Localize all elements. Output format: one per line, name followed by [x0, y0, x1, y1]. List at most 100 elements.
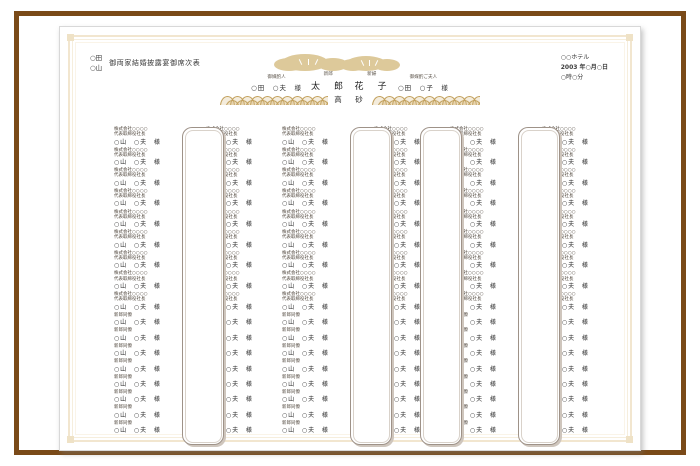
guest-entry[interactable]: 株式会社○○○○代表取締役社長○山 ○夫 様 — [282, 127, 354, 146]
guest-organization: 新郎同僚 — [282, 328, 300, 334]
guest-name: ○山 ○夫 様 — [114, 411, 161, 419]
guest-name: ○山 ○夫 様 — [374, 334, 421, 342]
guest-role: 代表取締役社長 — [114, 235, 146, 241]
guest-role: 代表取締役社長 — [450, 214, 482, 220]
guest-entry[interactable]: 株式会社○○○○代表取締役社長○山 ○夫 様 — [114, 271, 186, 290]
cloud-motif-icon — [220, 51, 480, 73]
guest-name: ○山 ○夫 様 — [114, 221, 161, 229]
guest-name: ○山 ○夫 様 — [282, 427, 329, 435]
guest-entry[interactable]: 株式会社○○○○代表取締役社長○山 ○夫 様 — [282, 230, 354, 249]
guest-name: ○山 ○夫 様 — [206, 159, 253, 167]
guest-entry[interactable]: 新郎同僚○山 ○夫 様 — [114, 405, 186, 418]
venue-name: ○○ホテル — [560, 54, 590, 61]
guest-entry[interactable]: 株式会社○○○○代表取締役社長○山 ○夫 様 — [450, 168, 522, 187]
guest-role: 代表取締役社長 — [450, 132, 482, 138]
guest-entry[interactable]: 新郎同僚○山 ○夫 様 — [282, 328, 354, 341]
guest-entry[interactable]: 株式会社○○○○代表取締役社長○山 ○夫 様 — [450, 271, 522, 290]
guest-entry[interactable]: 新郎同僚○山 ○夫 様 — [114, 313, 186, 326]
guest-name: ○山 ○夫 様 — [450, 159, 497, 167]
guest-entry[interactable]: 新郎同僚○山 ○夫 様 — [282, 405, 354, 418]
guest-entry[interactable]: 株式会社○○○○代表取締役社長○山 ○夫 様 — [450, 230, 522, 249]
guest-organization: 新郎同僚 — [282, 420, 300, 426]
guest-entry[interactable]: 新郎同僚○山 ○夫 様 — [282, 359, 354, 372]
guest-entry[interactable]: 株式会社○○○○代表取締役社長○山 ○夫 様 — [282, 148, 354, 167]
banquet-table-2[interactable] — [350, 127, 392, 445]
guest-name: ○山 ○夫 様 — [114, 319, 161, 327]
guest-entry[interactable]: 新郎同僚○山 ○夫 様 — [114, 344, 186, 357]
guest-entry[interactable]: 新郎同僚○山 ○夫 様 — [114, 390, 186, 403]
guest-name: ○山 ○夫 様 — [206, 303, 253, 311]
guest-name: ○山 ○夫 様 — [374, 159, 421, 167]
banquet-table-3[interactable] — [420, 127, 462, 445]
guest-name: ○山 ○夫 様 — [542, 334, 589, 342]
guest-entry[interactable]: 株式会社○○○○代表取締役社長○山 ○夫 様 — [114, 148, 186, 167]
guest-entry[interactable]: 新郎同僚○山 ○夫 様 — [114, 421, 186, 434]
guest-entry[interactable]: 株式会社○○○○代表取締役社長○山 ○夫 様 — [114, 230, 186, 249]
guest-entry[interactable]: 株式会社○○○○代表取締役社長○山 ○夫 様 — [450, 148, 522, 167]
guest-entry[interactable]: 株式会社○○○○代表取締役社長○山 ○夫 様 — [282, 292, 354, 311]
guest-name: ○山 ○夫 様 — [206, 241, 253, 249]
guest-name: ○山 ○夫 様 — [282, 241, 329, 249]
guest-organization: 株式会社○○○○ — [282, 271, 316, 277]
guest-name: ○山 ○夫 様 — [282, 159, 329, 167]
guest-entry[interactable]: 新郎同僚○山 ○夫 様 — [114, 375, 186, 388]
seating-area: 株式会社○○○○ 代表取締役社長 ○山 ○夫 様株式会社○○○○ 代表取締役社長 ○山 … — [86, 127, 614, 445]
guest-entry[interactable]: 株式会社○○○○代表取締役社長○山 ○夫 様 — [450, 251, 522, 270]
guest-entry[interactable]: 株式会社○○○○代表取締役社長○山 ○夫 様 — [114, 210, 186, 229]
guest-entry[interactable]: 株式会社○○○○代表取締役社長○山 ○夫 様 — [114, 127, 186, 146]
guest-entry[interactable]: 新郎同僚○山 ○夫 様 — [282, 390, 354, 403]
guest-entry[interactable]: 新郎同僚○山 ○夫 様 — [282, 375, 354, 388]
banquet-table-1[interactable] — [182, 127, 224, 445]
decorative-border-outer — [68, 35, 632, 442]
guest-entry[interactable]: 株式会社○○○○代表取締役社長○山 ○夫 様 — [114, 292, 186, 311]
guest-entry[interactable]: 新郎同僚○山 ○夫 様 — [282, 344, 354, 357]
guest-role: 代表取締役社長 — [114, 152, 146, 158]
guest-entry[interactable]: 株式会社○○○○代表取締役社長○山 ○夫 様 — [282, 168, 354, 187]
guest-column: 株式会社○○○○代表取締役社長○山 ○夫 様株式会社○○○○代表取締役社長○山 … — [282, 127, 354, 436]
head-person-name: ○田 ○子 様 — [398, 83, 449, 92]
guest-entry[interactable]: 新郎同僚○山 ○夫 様 — [282, 313, 354, 326]
guest-entry[interactable]: 株式会社○○○○代表取締役社長○山 ○夫 様 — [450, 189, 522, 208]
guest-name: ○山 ○夫 様 — [206, 200, 253, 208]
family-name-2: ○山 — [90, 64, 103, 73]
guest-name: ○山 ○夫 様 — [542, 241, 589, 249]
guest-role: 代表取締役社長 — [282, 214, 314, 220]
guest-entry[interactable]: 株式会社○○○○代表取締役社長○山 ○夫 様 — [282, 210, 354, 229]
guest-entry[interactable]: 株式会社○○○○代表取締役社長○山 ○夫 様 — [282, 251, 354, 270]
guest-name: ○山 ○夫 様 — [114, 200, 161, 208]
guest-entry[interactable]: 株式会社○○○○代表取締役社長○山 ○夫 様 — [114, 251, 186, 270]
banquet-table-4[interactable] — [518, 127, 560, 445]
guest-name: ○山 ○夫 様 — [206, 138, 253, 146]
guest-entry[interactable]: 株式会社○○○○代表取締役社長○山 ○夫 様 — [282, 271, 354, 290]
guest-organization: 株式会社○○○○ — [114, 168, 148, 174]
table-inner-outline — [352, 129, 390, 443]
guest-name: ○山 ○夫 様 — [450, 138, 497, 146]
guest-role: 代表取締役社長 — [282, 173, 314, 179]
guest-role: 代表取締役社長 — [282, 152, 314, 158]
guest-name: ○山 ○夫 様 — [114, 350, 161, 358]
guest-entry[interactable]: 株式会社○○○○代表取締役社長○山 ○夫 様 — [450, 210, 522, 229]
guest-name: ○山 ○夫 様 — [114, 365, 161, 373]
venue-date: 2003 年○月○日 — [560, 63, 608, 71]
guest-name: ○山 ○夫 様 — [542, 303, 589, 311]
guest-organization: 新郎同僚 — [282, 405, 300, 411]
guest-organization: 株式会社○○○○ — [450, 147, 484, 153]
guest-name: ○山 ○夫 様 — [282, 380, 329, 388]
guest-entry[interactable]: 株式会社○○○○代表取締役社長○山 ○夫 様 — [450, 292, 522, 311]
guest-organization: 新郎同僚 — [114, 405, 132, 411]
guest-entry[interactable]: 新郎同僚○山 ○夫 様 — [114, 359, 186, 372]
guest-name: ○山 ○夫 様 — [282, 365, 329, 373]
guest-entry[interactable]: 新郎同僚○山 ○夫 様 — [282, 421, 354, 434]
guest-entry[interactable]: 新郎同僚○山 ○夫 様 — [114, 328, 186, 341]
guest-column: 株式会社○○○○代表取締役社長○山 ○夫 様株式会社○○○○代表取締役社長○山 … — [114, 127, 186, 436]
guest-organization: 新郎同僚 — [282, 312, 300, 318]
guest-entry[interactable]: 株式会社○○○○代表取締役社長○山 ○夫 様 — [114, 168, 186, 187]
guest-organization: 株式会社○○○○ — [542, 127, 576, 132]
guest-role: 代表取締役社長 — [114, 276, 146, 282]
guest-entry[interactable]: 株式会社○○○○代表取締役社長○山 ○夫 様 — [282, 189, 354, 208]
chart-card: ○田 ○山 御両家結婚披露宴御席次表 ○○ホテル 2003 年○月○日 ○時○分 — [59, 26, 641, 451]
guest-entry[interactable]: 株式会社○○○○代表取締役社長○山 ○夫 様 — [450, 127, 522, 146]
guest-name: ○山 ○夫 様 — [450, 396, 497, 404]
guest-name: ○山 ○夫 様 — [542, 396, 589, 404]
guest-entry[interactable]: 株式会社○○○○代表取締役社長○山 ○夫 様 — [114, 189, 186, 208]
